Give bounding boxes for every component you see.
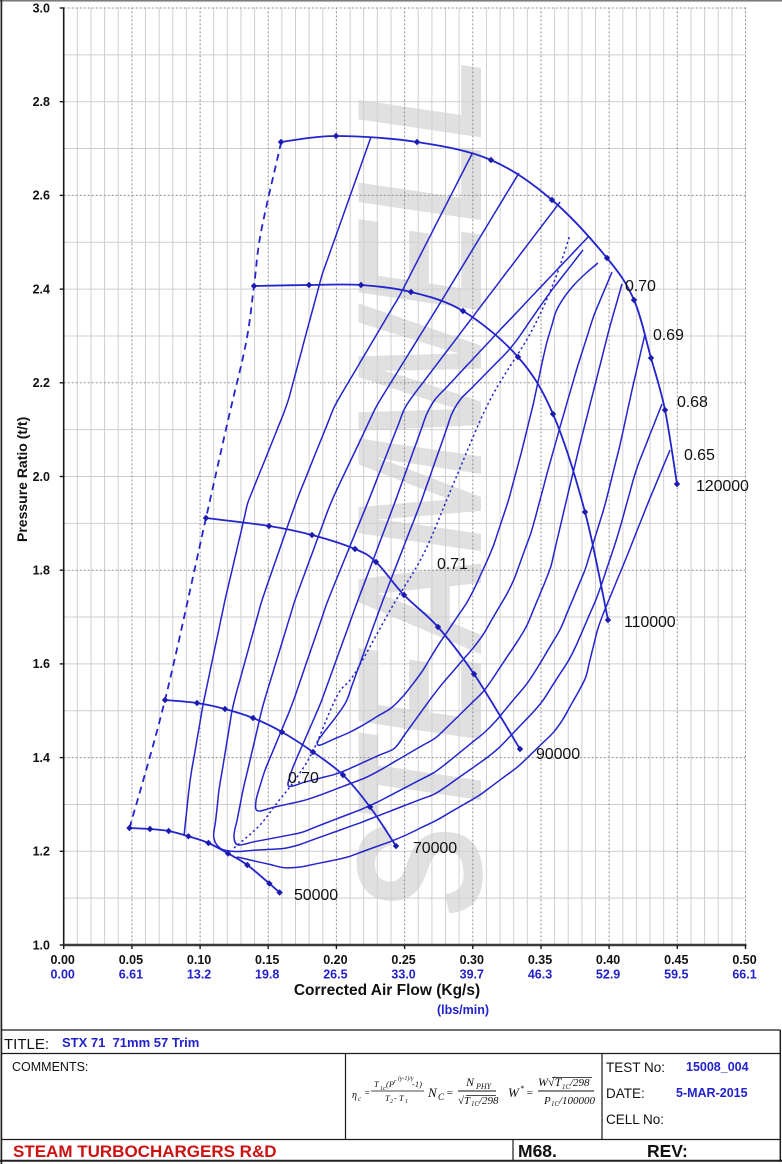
svg-text:REV:: REV:	[647, 1141, 688, 1161]
svg-text:W√T: W√T	[538, 1075, 563, 1089]
svg-text:W: W	[508, 1085, 520, 1100]
svg-text:1.2: 1.2	[33, 845, 50, 859]
svg-text:66.1: 66.1	[732, 968, 756, 982]
svg-text:1C: 1C	[562, 1083, 571, 1091]
svg-text:1.8: 1.8	[33, 564, 50, 578]
svg-text:1.4: 1.4	[33, 751, 50, 765]
svg-text:DATE:: DATE:	[606, 1086, 645, 1101]
svg-text:TITLE:: TITLE:	[4, 1036, 49, 1053]
svg-text:50000: 50000	[294, 887, 338, 904]
svg-text:1.6: 1.6	[33, 657, 50, 671]
svg-text:2.0: 2.0	[33, 470, 50, 484]
svg-text:Corrected Air Flow (Kg/s): Corrected Air Flow (Kg/s)	[294, 982, 480, 999]
svg-text:0.05: 0.05	[119, 953, 143, 967]
svg-text:1: 1	[405, 1099, 408, 1105]
svg-text:T: T	[385, 1093, 391, 1103]
svg-text:1.0: 1.0	[33, 938, 50, 952]
svg-text:33.0: 33.0	[391, 968, 415, 982]
svg-text:CELL No:: CELL No:	[606, 1112, 664, 1127]
svg-text:90000: 90000	[536, 746, 580, 763]
svg-text:1C: 1C	[471, 1100, 480, 1108]
svg-text:(lbs/min): (lbs/min)	[437, 1003, 489, 1017]
svg-text:19.8: 19.8	[255, 968, 279, 982]
svg-text:0.50: 0.50	[732, 953, 756, 967]
svg-text:/298: /298	[569, 1077, 590, 1089]
svg-text:STEAMWELL: STEAMWELL	[320, 57, 519, 915]
svg-text:0.65: 0.65	[684, 447, 715, 464]
svg-text:2: 2	[390, 1099, 393, 1105]
svg-text:0.40: 0.40	[596, 953, 620, 967]
svg-text:/298: /298	[478, 1095, 499, 1107]
svg-text:0.15: 0.15	[255, 953, 279, 967]
svg-text:P: P	[543, 1095, 551, 1107]
svg-text:2.8: 2.8	[33, 95, 50, 109]
svg-text:- T: - T	[394, 1093, 405, 1103]
svg-text:39.7: 39.7	[460, 968, 484, 982]
svg-text:46.3: 46.3	[528, 968, 552, 982]
svg-text:0.70: 0.70	[625, 278, 656, 295]
svg-text:1c: 1c	[380, 1086, 386, 1092]
svg-text:Pressure Ratio (t/t): Pressure Ratio (t/t)	[14, 417, 30, 542]
svg-text:0.25: 0.25	[391, 953, 415, 967]
svg-text:N: N	[427, 1085, 438, 1100]
svg-text:52.9: 52.9	[596, 968, 620, 982]
svg-text:0.70: 0.70	[288, 770, 319, 787]
svg-text:70000: 70000	[413, 840, 457, 857]
svg-text:15008_004: 15008_004	[686, 1060, 749, 1074]
svg-text:/100000: /100000	[558, 1095, 596, 1107]
svg-text:59.5: 59.5	[664, 968, 688, 982]
svg-text:η: η	[352, 1090, 357, 1101]
svg-text:0.30: 0.30	[460, 953, 484, 967]
svg-text:0.20: 0.20	[323, 953, 347, 967]
svg-text:TEST No:: TEST No:	[606, 1060, 665, 1075]
svg-text:13.2: 13.2	[187, 968, 211, 982]
svg-text:6.61: 6.61	[119, 968, 143, 982]
svg-text:c: c	[358, 1095, 362, 1103]
svg-text:0.00: 0.00	[51, 968, 75, 982]
svg-text:=: =	[526, 1087, 533, 1099]
svg-text:0.71: 0.71	[437, 556, 468, 573]
svg-text:0.45: 0.45	[664, 953, 688, 967]
svg-text:N: N	[465, 1075, 475, 1089]
svg-text:PHY: PHY	[475, 1082, 493, 1091]
svg-text:-1): -1)	[412, 1079, 422, 1089]
svg-text:M68.: M68.	[518, 1141, 557, 1161]
svg-text:*: *	[520, 1084, 524, 1093]
svg-text:0.69: 0.69	[653, 327, 684, 344]
svg-text:2.4: 2.4	[33, 282, 50, 296]
svg-text:0.68: 0.68	[677, 394, 708, 411]
svg-text:2.2: 2.2	[33, 376, 50, 390]
svg-text:3.0: 3.0	[33, 1, 50, 15]
svg-text:0.00: 0.00	[51, 953, 75, 967]
svg-text:(P: (P	[386, 1079, 394, 1089]
svg-text:r: r	[394, 1079, 397, 1085]
svg-text:STX 71 71mm 57 Trim: STX 71 71mm 57 Trim	[62, 1035, 199, 1050]
svg-text:√T: √T	[458, 1095, 471, 1107]
svg-text:C: C	[438, 1092, 445, 1102]
svg-text:1C: 1C	[551, 1100, 560, 1108]
svg-text:(γ-1)/γ: (γ-1)/γ	[398, 1075, 414, 1082]
svg-text:2.6: 2.6	[33, 189, 50, 203]
svg-text:STEAM TURBOCHARGERS R&D: STEAM TURBOCHARGERS R&D	[13, 1142, 277, 1161]
svg-text:0.10: 0.10	[187, 953, 211, 967]
svg-text:5-MAR-2015: 5-MAR-2015	[676, 1086, 748, 1100]
svg-text:0.35: 0.35	[528, 953, 552, 967]
svg-text:T: T	[374, 1079, 380, 1089]
svg-text:COMMENTS:: COMMENTS:	[12, 1060, 88, 1074]
svg-text:120000: 120000	[696, 478, 749, 495]
svg-text:=: =	[446, 1087, 453, 1099]
svg-text:26.5: 26.5	[323, 968, 347, 982]
svg-text:=: =	[364, 1088, 370, 1098]
svg-text:110000: 110000	[624, 614, 676, 631]
